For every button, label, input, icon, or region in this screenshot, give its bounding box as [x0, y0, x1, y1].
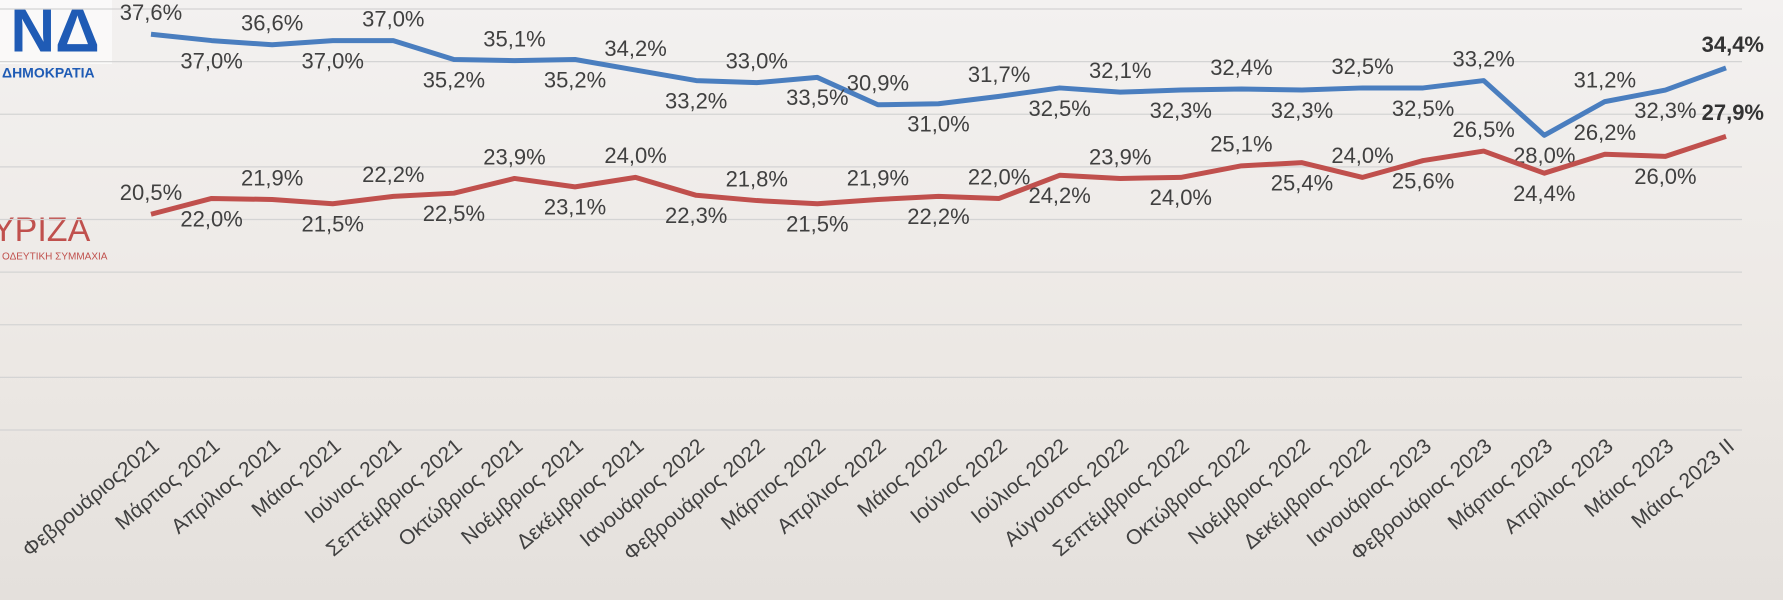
x-tick-label: Μάιος 2023 ΙΙ	[1627, 434, 1738, 533]
data-label: 32,3%	[1271, 98, 1333, 123]
data-label: 35,1%	[483, 26, 545, 51]
data-label: 32,5%	[1028, 96, 1090, 121]
data-label: 22,0%	[968, 164, 1030, 189]
legend-label: ΔΗΜΟΚΡΑΤΙΑ	[2, 65, 95, 81]
data-label: 35,2%	[544, 67, 606, 92]
data-label: 33,2%	[665, 88, 727, 113]
data-label: 22,3%	[665, 203, 727, 228]
data-label: 36,6%	[241, 11, 303, 36]
data-label: 30,9%	[847, 71, 909, 96]
data-label: 25,6%	[1392, 168, 1454, 193]
data-label: 37,0%	[362, 6, 424, 31]
data-label: 21,9%	[847, 165, 909, 190]
data-label: 35,2%	[423, 67, 485, 92]
data-label: 33,2%	[1452, 46, 1514, 71]
data-label: 27,9%	[1702, 100, 1764, 125]
data-label: 37,0%	[302, 48, 364, 73]
data-label: 21,5%	[302, 212, 364, 237]
data-label: 31,2%	[1574, 67, 1636, 92]
data-label: 32,1%	[1089, 58, 1151, 83]
data-label: 34,4%	[1702, 32, 1764, 57]
data-label: 26,0%	[1634, 164, 1696, 189]
data-label: 24,0%	[604, 143, 666, 168]
data-label: 22,2%	[362, 162, 424, 187]
logo-nd: ΝΔ	[10, 0, 99, 65]
legend-label: ΥΡΙΖΑ	[0, 211, 91, 249]
data-label: 22,5%	[423, 201, 485, 226]
data-label: 25,1%	[1210, 132, 1272, 157]
logo-subtitle: ΟΔΕΥΤΙΚΗ ΣΥΜΜΑΧΙΑ	[2, 252, 108, 263]
data-label: 23,1%	[544, 195, 606, 220]
data-label: 25,4%	[1271, 170, 1333, 195]
data-label: 22,2%	[907, 204, 969, 229]
data-label: 21,8%	[726, 166, 788, 191]
data-label: 32,5%	[1331, 54, 1393, 79]
data-label: 20,5%	[120, 180, 182, 205]
data-label: 37,0%	[180, 48, 242, 73]
data-label: 24,4%	[1513, 181, 1575, 206]
data-label: 34,2%	[604, 36, 666, 61]
data-label: 24,2%	[1028, 183, 1090, 208]
data-label: 33,5%	[786, 85, 848, 110]
data-label: 23,9%	[1089, 144, 1151, 169]
data-label: 32,5%	[1392, 96, 1454, 121]
data-label: 26,2%	[1574, 120, 1636, 145]
data-label: 26,5%	[1452, 117, 1514, 142]
data-label: 23,9%	[483, 144, 545, 169]
data-label: 32,3%	[1150, 98, 1212, 123]
data-label: 33,0%	[726, 48, 788, 73]
data-label: 24,0%	[1150, 185, 1212, 210]
data-label: 32,3%	[1634, 98, 1696, 123]
data-label: 31,0%	[907, 112, 969, 137]
data-label: 22,0%	[180, 206, 242, 231]
data-label: 37,6%	[120, 0, 182, 25]
chart: ΝΔ ΔΗΜΟΚΡΑΤΙΑ ΥΡΙΖΑ ΟΔΕΥΤΙΚΗ ΣΥΜΜΑΧΙΑ Φε…	[0, 0, 1783, 600]
data-label: 21,9%	[241, 165, 303, 190]
data-label: 21,5%	[786, 212, 848, 237]
data-label: 32,4%	[1210, 55, 1272, 80]
data-label: 24,0%	[1331, 143, 1393, 168]
data-label: 31,7%	[968, 62, 1030, 87]
